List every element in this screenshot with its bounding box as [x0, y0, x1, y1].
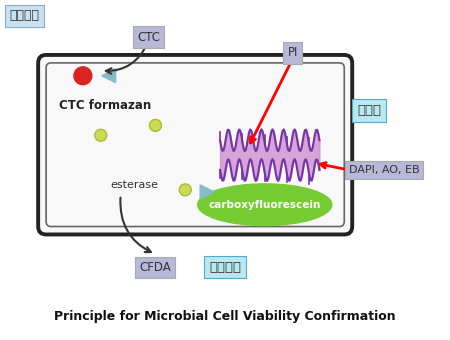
FancyBboxPatch shape: [38, 55, 352, 235]
Text: 呼吸活性: 呼吸活性: [9, 9, 39, 22]
Text: Principle for Microbial Cell Viability Confirmation: Principle for Microbial Cell Viability C…: [54, 310, 396, 323]
Text: CTC: CTC: [137, 31, 160, 44]
Text: carboxyfluorescein: carboxyfluorescein: [208, 200, 321, 210]
Text: esterase: esterase: [111, 180, 159, 190]
Circle shape: [179, 184, 191, 196]
Text: CFDA: CFDA: [140, 261, 171, 274]
Text: PI: PI: [288, 47, 298, 60]
Text: 膜損傷: 膜損傷: [357, 104, 381, 117]
Text: CTC formazan: CTC formazan: [59, 99, 151, 112]
Text: 酵素活性: 酵素活性: [209, 261, 241, 274]
Circle shape: [149, 119, 162, 131]
Circle shape: [95, 129, 107, 141]
Polygon shape: [200, 185, 214, 199]
Circle shape: [74, 67, 92, 85]
Ellipse shape: [198, 184, 332, 225]
Polygon shape: [102, 69, 116, 83]
Text: DAPI, AO, EB: DAPI, AO, EB: [349, 165, 419, 175]
